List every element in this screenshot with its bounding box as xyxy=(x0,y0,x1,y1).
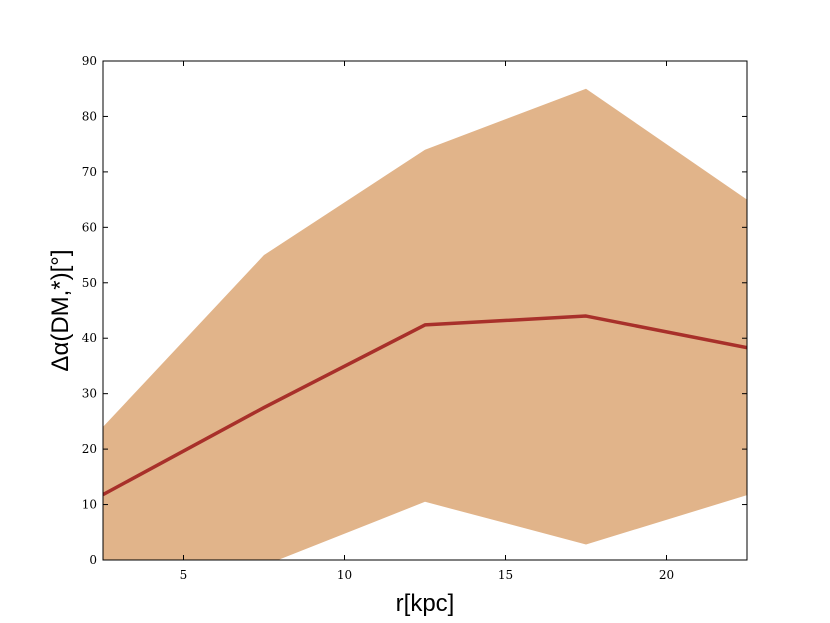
x-tick-label: 10 xyxy=(337,568,352,582)
x-tick-label: 20 xyxy=(659,568,674,582)
mean-line xyxy=(103,314,747,497)
y-tick-label: 50 xyxy=(82,276,97,290)
y-tick-label: 70 xyxy=(82,165,97,179)
y-tick-label: 20 xyxy=(82,442,97,456)
x-tick-label: 15 xyxy=(498,568,513,582)
y-tick-label: 0 xyxy=(89,553,97,567)
plot-frame xyxy=(102,60,748,561)
y-tick-label: 60 xyxy=(82,220,97,234)
y-tick-label: 90 xyxy=(82,54,97,68)
x-axis-label: r[kpc] xyxy=(396,590,455,617)
y-axis-label: Δα(DM,*)[°] xyxy=(47,249,74,371)
y-tick-label: 40 xyxy=(82,331,97,345)
y-tick-label: 30 xyxy=(82,387,97,401)
y-tick-label: 10 xyxy=(82,498,97,512)
x-tick-label: 5 xyxy=(180,568,188,582)
y-tick-label: 80 xyxy=(82,109,97,123)
confidence-band xyxy=(103,88,747,560)
